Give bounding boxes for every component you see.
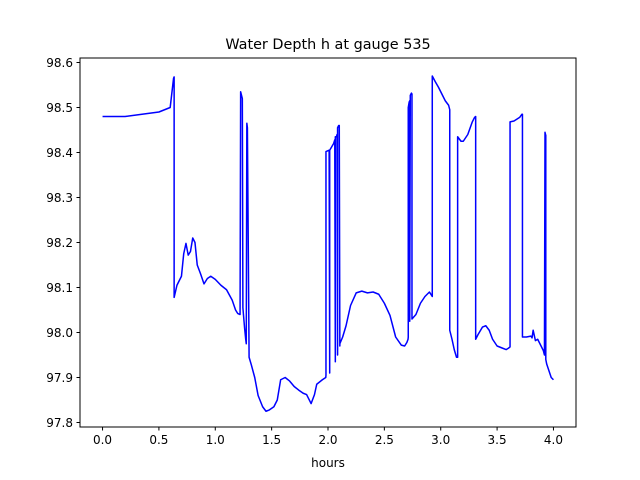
x-tick-label: 3.0	[431, 433, 450, 447]
y-tick-label: 98.1	[46, 281, 73, 295]
x-axis: 0.0 0.5 1.0 1.5 2.0 2.5 3.0 3.5 4.0	[93, 427, 563, 447]
data-line	[102, 75, 554, 412]
x-tick-label: 2.0	[318, 433, 337, 447]
x-tick-label: 0.5	[149, 433, 168, 447]
y-tick-label: 98.5	[46, 101, 73, 115]
x-tick-label: 1.5	[262, 433, 281, 447]
chart-title: Water Depth h at gauge 535	[225, 37, 430, 53]
y-tick-label: 97.8	[46, 416, 73, 430]
x-tick-label: 0.0	[93, 433, 112, 447]
x-tick-label: 1.0	[206, 433, 225, 447]
y-axis: 97.8 97.9 98.0 98.1 98.2 98.3 98.4 98.5 98.6	[46, 56, 80, 430]
x-tick-label: 2.5	[375, 433, 394, 447]
y-tick-label: 97.9	[46, 371, 73, 385]
x-tick-label: 4.0	[544, 433, 563, 447]
y-tick-label: 98.4	[46, 146, 73, 160]
y-tick-label: 98.6	[46, 56, 73, 70]
x-axis-label: hours	[311, 456, 345, 470]
y-tick-label: 98.2	[46, 236, 73, 250]
y-tick-label: 98.3	[46, 191, 73, 205]
x-tick-label: 3.5	[488, 433, 507, 447]
y-tick-label: 98.0	[46, 326, 73, 340]
